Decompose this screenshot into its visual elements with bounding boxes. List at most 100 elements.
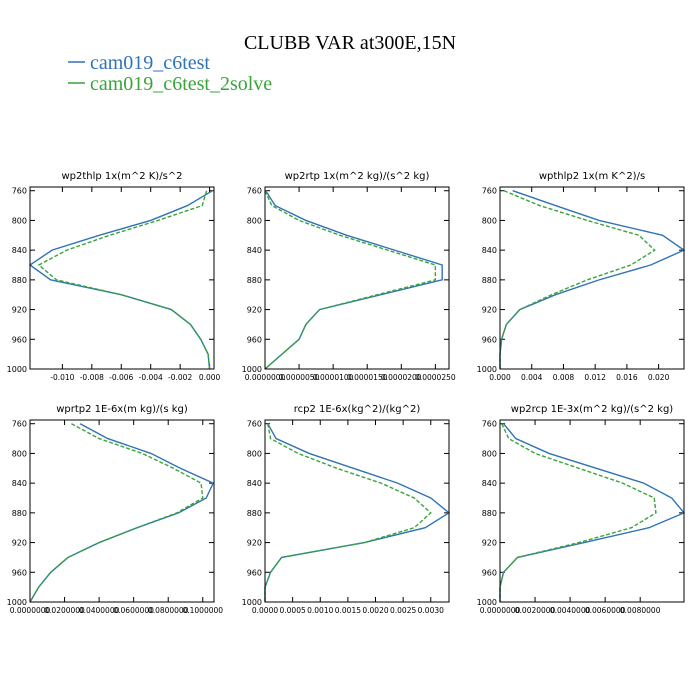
y-tick-label: 920 (12, 539, 27, 548)
y-tick-label: 880 (247, 276, 262, 285)
plot-frame (499, 186, 685, 370)
x-tick-label: 0.0080000 (620, 606, 661, 615)
x-tick-label: -0.004 (139, 373, 163, 382)
profile-line (499, 190, 656, 369)
y-tick-label: 960 (482, 335, 497, 344)
profile-line (499, 423, 657, 602)
plot-frame (29, 186, 215, 370)
y-tick-label: 960 (247, 568, 262, 577)
x-tick-label: 0.004 (521, 373, 543, 382)
y-tick-label: 800 (247, 449, 262, 458)
plot-frame (264, 419, 450, 603)
y-tick-label: 1000 (7, 598, 27, 607)
x-tick-label: 0.012 (584, 373, 606, 382)
x-tick-label: 0.0010 (307, 606, 333, 615)
y-tick-label: 1000 (242, 365, 262, 374)
x-tick-label: 0.0040000 (550, 606, 591, 615)
y-tick-label: 920 (482, 539, 497, 548)
profile-line (264, 190, 437, 370)
y-tick-label: 880 (247, 509, 262, 518)
y-tick-label: 840 (12, 479, 27, 488)
x-tick-label: 0.0000000 (245, 373, 286, 382)
y-tick-label: 960 (12, 568, 27, 577)
x-tick-label: 0.0200000 (44, 606, 85, 615)
x-tick-label: 0.0000250 (415, 373, 456, 382)
y-tick-label: 840 (12, 246, 27, 255)
legend-label: cam019_c6test (90, 52, 210, 74)
y-tick-label: 1000 (242, 598, 262, 607)
y-tick-label: 760 (482, 420, 497, 429)
profile-line (264, 423, 451, 602)
y-tick-label: 960 (12, 335, 27, 344)
profile-line (29, 423, 215, 603)
panel-title: wprtp2 1E-6x(m kg)/(s kg) (56, 404, 188, 415)
x-tick-label: 0.0000000 (480, 606, 521, 615)
x-tick-label: 0.0000 (252, 606, 278, 615)
y-tick-label: 1000 (477, 598, 497, 607)
plot-frame (264, 186, 450, 370)
panel-title: wpthlp2 1x(m K^2)/s (539, 171, 645, 182)
plot-frame (29, 419, 215, 603)
x-tick-label: 0.000 (199, 373, 221, 382)
y-tick-label: 840 (482, 479, 497, 488)
legend-label: cam019_c6test_2solve (90, 73, 272, 95)
x-tick-label: 0.0000000 (10, 606, 51, 615)
y-tick-label: 840 (247, 246, 262, 255)
y-tick-label: 920 (247, 306, 262, 315)
y-tick-label: 800 (482, 449, 497, 458)
y-tick-label: 800 (12, 449, 27, 458)
y-tick-label: 760 (247, 420, 262, 429)
y-tick-label: 960 (482, 568, 497, 577)
x-tick-label: 0.0005 (280, 606, 306, 615)
y-tick-label: 760 (247, 187, 262, 196)
y-tick-label: 840 (247, 479, 262, 488)
figure-title: CLUBB VAR at300E,15N (244, 32, 456, 54)
y-tick-label: 800 (482, 216, 497, 225)
y-tick-label: 880 (482, 509, 497, 518)
panel-title: wp2rcp 1E-3x(m^2 kg)/(s^2 kg) (511, 404, 674, 415)
x-tick-label: -0.002 (168, 373, 192, 382)
x-tick-label: -0.006 (109, 373, 133, 382)
y-tick-label: 920 (247, 539, 262, 548)
panel-title: wp2rtp 1x(m^2 kg)/(s^2 kg) (285, 171, 430, 182)
x-tick-label: 0.0800000 (148, 606, 189, 615)
x-tick-label: 0.000 (489, 373, 511, 382)
y-tick-label: 760 (12, 187, 27, 196)
x-tick-label: 0.0060000 (585, 606, 626, 615)
y-tick-label: 920 (482, 306, 497, 315)
x-tick-label: 0.0030 (418, 606, 444, 615)
panel-title: rcp2 1E-6x(kg^2)/(kg^2) (294, 404, 421, 415)
x-tick-label: 0.0025 (390, 606, 416, 615)
x-tick-label: 0.0000100 (313, 373, 354, 382)
profile-line (29, 423, 204, 603)
x-tick-label: 0.016 (616, 373, 638, 382)
x-tick-label: 0.0400000 (79, 606, 120, 615)
y-tick-label: 760 (12, 420, 27, 429)
profile-line (264, 190, 443, 370)
profile-line (499, 190, 686, 369)
x-tick-label: -0.010 (50, 373, 74, 382)
x-tick-label: -0.008 (80, 373, 104, 382)
profile-line (37, 190, 211, 370)
y-tick-label: 800 (247, 216, 262, 225)
y-tick-label: 760 (482, 187, 497, 196)
y-tick-label: 1000 (7, 365, 27, 374)
x-tick-label: 0.0020000 (515, 606, 556, 615)
y-tick-label: 920 (12, 306, 27, 315)
x-tick-label: 0.0000150 (347, 373, 388, 382)
x-tick-label: 0.0000050 (279, 373, 320, 382)
x-tick-label: 0.1000000 (182, 606, 223, 615)
x-tick-label: 0.020 (648, 373, 670, 382)
x-tick-label: 0.0000200 (381, 373, 422, 382)
y-tick-label: 840 (482, 246, 497, 255)
x-tick-label: 0.0015 (335, 606, 361, 615)
y-tick-label: 880 (482, 276, 497, 285)
y-tick-label: 800 (12, 216, 27, 225)
y-tick-label: 880 (12, 509, 27, 518)
x-tick-label: 0.0600000 (113, 606, 154, 615)
x-tick-label: 0.0020 (362, 606, 388, 615)
profile-line (264, 423, 432, 602)
x-tick-label: 0.008 (553, 373, 575, 382)
